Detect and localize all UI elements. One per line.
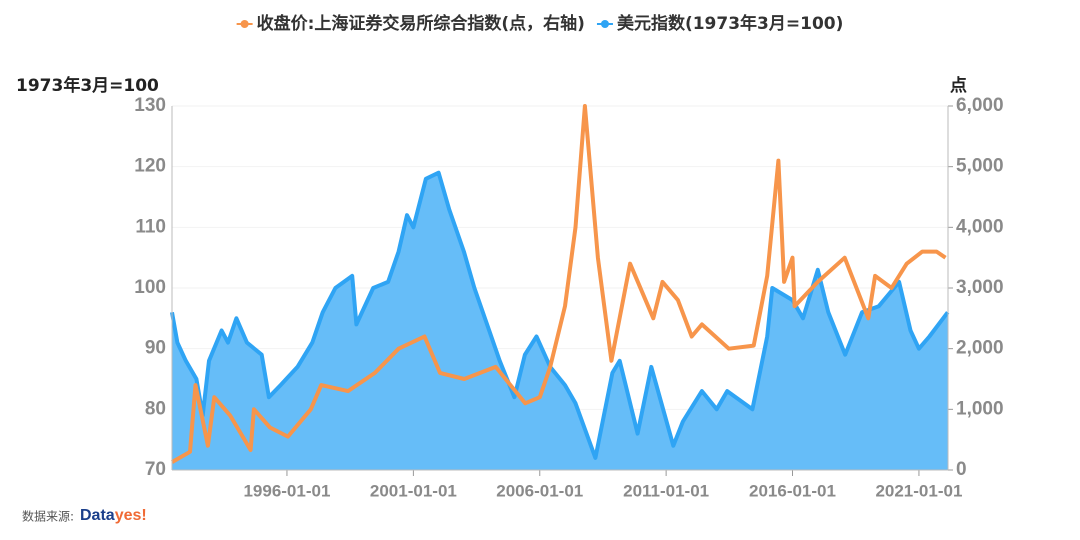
source-logo: Datayes! xyxy=(80,507,147,524)
legend-marker xyxy=(600,20,609,28)
x-tick-label: 2006-01-01 xyxy=(496,481,583,500)
y-tick-label: 70 xyxy=(145,459,166,480)
y2-axis-title: 点 xyxy=(950,75,967,96)
logo-part: Data xyxy=(80,507,115,524)
y-tick-label: 90 xyxy=(145,338,166,359)
x-tick-label: 2021-01-01 xyxy=(875,481,962,500)
y2-tick-label: 1,000 xyxy=(956,398,1004,419)
y2-tick-label: 3,000 xyxy=(956,277,1004,298)
y2-tick-label: 2,000 xyxy=(956,338,1004,359)
y2-tick-label: 6,000 xyxy=(956,95,1004,116)
legend-marker xyxy=(240,20,249,28)
y2-tick-label: 0 xyxy=(956,459,967,480)
y-tick-label: 110 xyxy=(135,216,166,237)
x-tick-label: 2011-01-01 xyxy=(623,481,709,500)
y-tick-label: 120 xyxy=(134,156,166,177)
area xyxy=(172,172,948,470)
y-tick-label: 100 xyxy=(134,277,166,298)
legend: 收盘价:上海证券交易所综合指数(点，右轴) 美元指数(1973年3月=100) xyxy=(236,13,843,34)
y2-tick-label: 5,000 xyxy=(956,156,1004,177)
x-tick-label: 2001-01-01 xyxy=(370,481,457,500)
y-tick-label: 130 xyxy=(134,95,166,116)
logo-part: yes! xyxy=(115,507,147,524)
y-axis-title: 1973年3月=100 xyxy=(16,75,159,96)
legend-label: 美元指数(1973年3月=100) xyxy=(617,13,843,34)
x-tick-label: 1996-01-01 xyxy=(243,481,330,500)
legend-label: 收盘价:上海证券交易所综合指数(点，右轴) xyxy=(257,13,585,34)
y-tick-label: 80 xyxy=(145,398,166,419)
y2-tick-label: 4,000 xyxy=(956,216,1004,237)
source: 数据来源: xyxy=(22,509,74,524)
x-tick-label: 2016-01-01 xyxy=(749,481,836,500)
series-line xyxy=(171,104,947,464)
